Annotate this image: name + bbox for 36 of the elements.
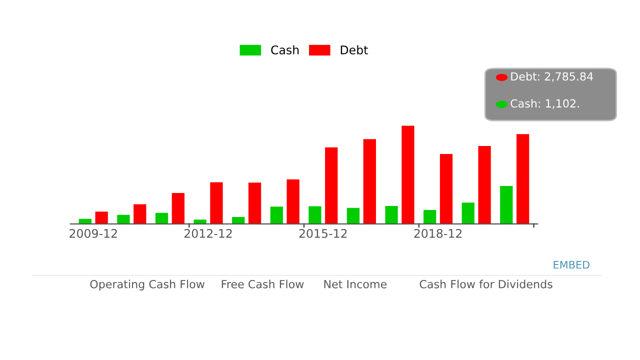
text: Free Cash Flow (222, 280, 304, 288)
bar (286, 179, 300, 224)
x-tick-label: 2009-12 (70, 228, 117, 238)
bar (210, 182, 223, 224)
bar (462, 202, 474, 224)
legend-label: Debt (340, 45, 368, 54)
bar (325, 147, 338, 224)
bar (308, 206, 322, 224)
bar (155, 212, 168, 224)
bar (385, 206, 398, 224)
x-tick-label: 2015-12 (299, 228, 347, 238)
bar (424, 210, 436, 224)
bar (248, 182, 262, 224)
text: Net Income (324, 280, 387, 288)
bar (194, 220, 206, 224)
x-tick-label: 2018-12 (414, 228, 462, 238)
text: Operating Cash Flow (90, 280, 205, 290)
bar (402, 126, 414, 224)
bar (363, 139, 376, 224)
bar (172, 192, 184, 224)
bar (117, 214, 130, 224)
text: Debt: 2,785.84 (511, 72, 594, 82)
bar (500, 186, 513, 224)
text: Cash Flow for Dividends (420, 280, 552, 288)
bar (134, 204, 146, 224)
bar (95, 212, 108, 224)
bar (232, 216, 245, 224)
legend-label: Cash (271, 45, 299, 54)
bar (270, 206, 283, 224)
bar (440, 154, 453, 224)
bar (346, 208, 360, 224)
bar (478, 146, 491, 224)
text: Cash: 1,102. (510, 99, 579, 109)
text: EMBED (554, 260, 590, 269)
bar (516, 134, 530, 224)
x-tick-label: 2012-12 (184, 228, 232, 238)
